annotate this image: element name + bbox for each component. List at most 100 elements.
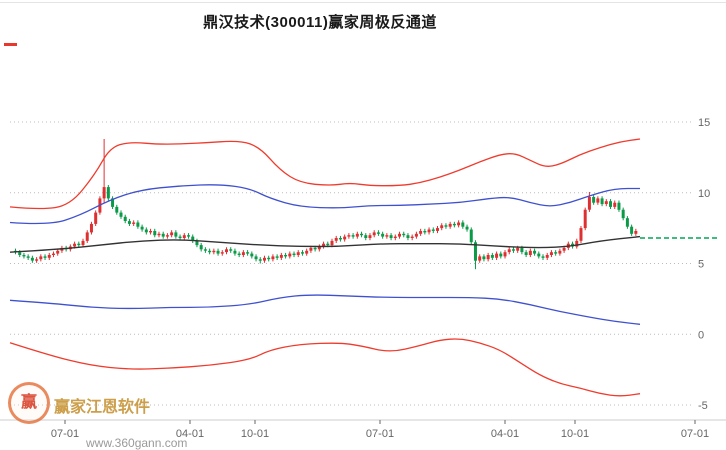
candle-body [545,255,549,258]
candle-body [499,253,503,257]
candle-body [609,201,613,207]
candle-body [381,233,385,237]
candle-body [376,232,380,234]
candle-body [427,229,431,233]
candle-body [334,238,338,241]
candle-body [73,243,77,247]
watermark-brand: 赢家江恩软件 [54,399,151,416]
lower-channel-blue-line [9,294,641,325]
candle-body [85,232,89,241]
candle-body [127,221,131,224]
candle-body [144,229,148,233]
candle-body [389,235,393,238]
candle-body [461,222,465,227]
candle-body [140,226,144,230]
candle-body [195,240,199,246]
candle-body [431,229,435,231]
candle-body [89,223,93,233]
candle-body [398,233,402,237]
candle-body [149,231,153,233]
candle-body [625,218,629,227]
candle-body [364,235,368,238]
y-axis-label: 15 [698,117,710,129]
candle-body [604,201,608,204]
candle-body [111,198,115,207]
candle-body [191,236,195,241]
candle-body [520,247,524,253]
candle-body [343,236,347,240]
watermark-url: www.360gann.com [86,436,188,450]
candle-body [305,250,309,254]
candle-body [275,256,279,258]
candle-body [448,223,452,227]
candle-body [444,225,448,227]
candle-body [47,255,51,258]
candle-body [317,246,321,250]
candle-body [22,255,26,257]
candle-body [587,197,591,210]
y-axis-label: 0 [698,329,704,341]
candle-body [229,249,233,251]
candle-body [533,250,537,254]
candle-body [153,231,157,236]
candle-body [165,235,169,237]
candle-body [288,253,292,257]
candle-body [322,243,326,247]
candle-body [170,232,174,236]
candle-body [220,252,224,254]
red-marker [4,43,17,46]
candle-body [300,252,304,254]
candle-body [279,255,283,258]
candle-body [225,249,228,253]
candle-body [262,257,266,261]
candle-body [385,235,389,237]
candle-body [486,255,490,260]
candle-body [338,238,342,240]
candle-body [440,225,444,229]
candle-body [123,216,127,221]
candle-body [457,222,461,226]
candle-body [51,253,55,255]
y-axis-label: 10 [698,188,710,200]
candle-body [39,256,43,260]
candle-body [233,250,237,254]
y-axis-label: 5 [698,259,704,271]
candle-body [77,243,81,246]
candle-body [178,236,182,238]
x-axis-label: 07-01 [366,428,394,440]
candle-body [199,245,203,250]
candle-body [524,252,528,255]
candle-body [313,247,317,250]
x-axis-label: 07-01 [681,428,709,440]
candle-body [161,233,165,237]
candle-body [360,233,364,236]
candle-body [94,212,98,224]
candle-body [30,257,34,261]
candle-body [250,253,254,257]
x-axis-label: 04-01 [176,428,204,440]
candle-body [136,222,140,227]
candle-body [414,233,418,237]
candle-body [237,253,241,255]
candle-body [81,240,85,246]
candle-body [495,253,499,258]
candle-body [490,255,494,258]
candle-body [347,235,351,237]
candle-body [511,249,515,251]
candle-body [368,235,372,238]
top-divider [0,2,726,3]
candle-body [203,249,207,251]
candle-body [402,233,406,236]
candle-body [617,202,621,210]
candle-body [600,198,604,205]
candle-body [393,236,397,238]
candle-body [330,240,334,246]
candle-body [452,223,456,226]
candle-body [406,235,410,238]
lower-extreme-red-line [9,338,641,397]
x-axis-label: 10-01 [241,428,269,440]
candle-body [613,202,617,207]
candle-body [549,252,553,255]
